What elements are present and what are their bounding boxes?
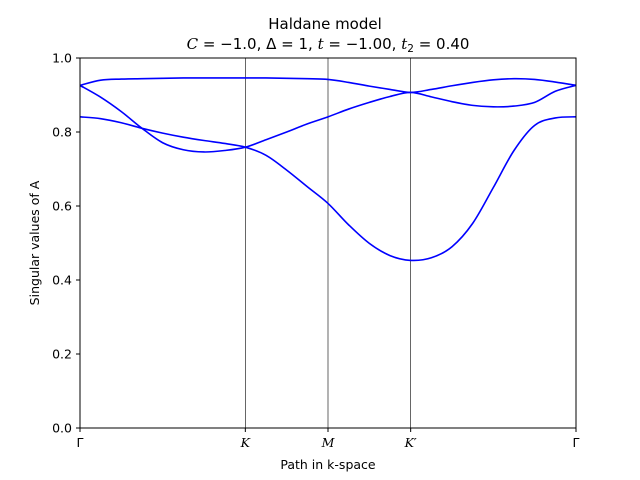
chart-title: Haldane model <box>268 15 382 33</box>
y-tick-label: 0.8 <box>52 125 72 140</box>
series-lines <box>79 77 577 262</box>
chart-subtitle: C = −1.0, Δ = 1, t = −1.00, t2 = 0.40 <box>187 35 470 55</box>
series-line-2 <box>79 116 577 262</box>
x-tick-label: M <box>321 435 336 450</box>
y-tick-label: 0.4 <box>52 273 72 288</box>
y-tick-label: 1.0 <box>52 51 72 66</box>
x-axis-label: Path in k-space <box>280 457 376 472</box>
x-tick-label: K′ <box>404 435 417 450</box>
path-separators <box>245 58 411 428</box>
x-tick-label: K <box>240 435 251 450</box>
x-tick-label: Γ <box>77 435 84 450</box>
plot-area: 0.0 0.2 0.4 0.6 0.8 1.0 Γ K M K′ Γ <box>52 51 579 451</box>
series-line-0 <box>79 77 577 94</box>
y-axis-ticks: 0.0 0.2 0.4 0.6 0.8 1.0 <box>52 51 80 436</box>
y-axis-label: Singular values of A <box>27 180 42 305</box>
x-axis-ticks: Γ K M K′ Γ <box>77 428 580 450</box>
y-tick-label: 0.2 <box>52 347 72 362</box>
y-tick-label: 0.6 <box>52 199 72 214</box>
series-line-1 <box>79 84 577 153</box>
x-tick-label: Γ <box>573 435 580 450</box>
y-tick-label: 0.0 <box>52 421 72 436</box>
